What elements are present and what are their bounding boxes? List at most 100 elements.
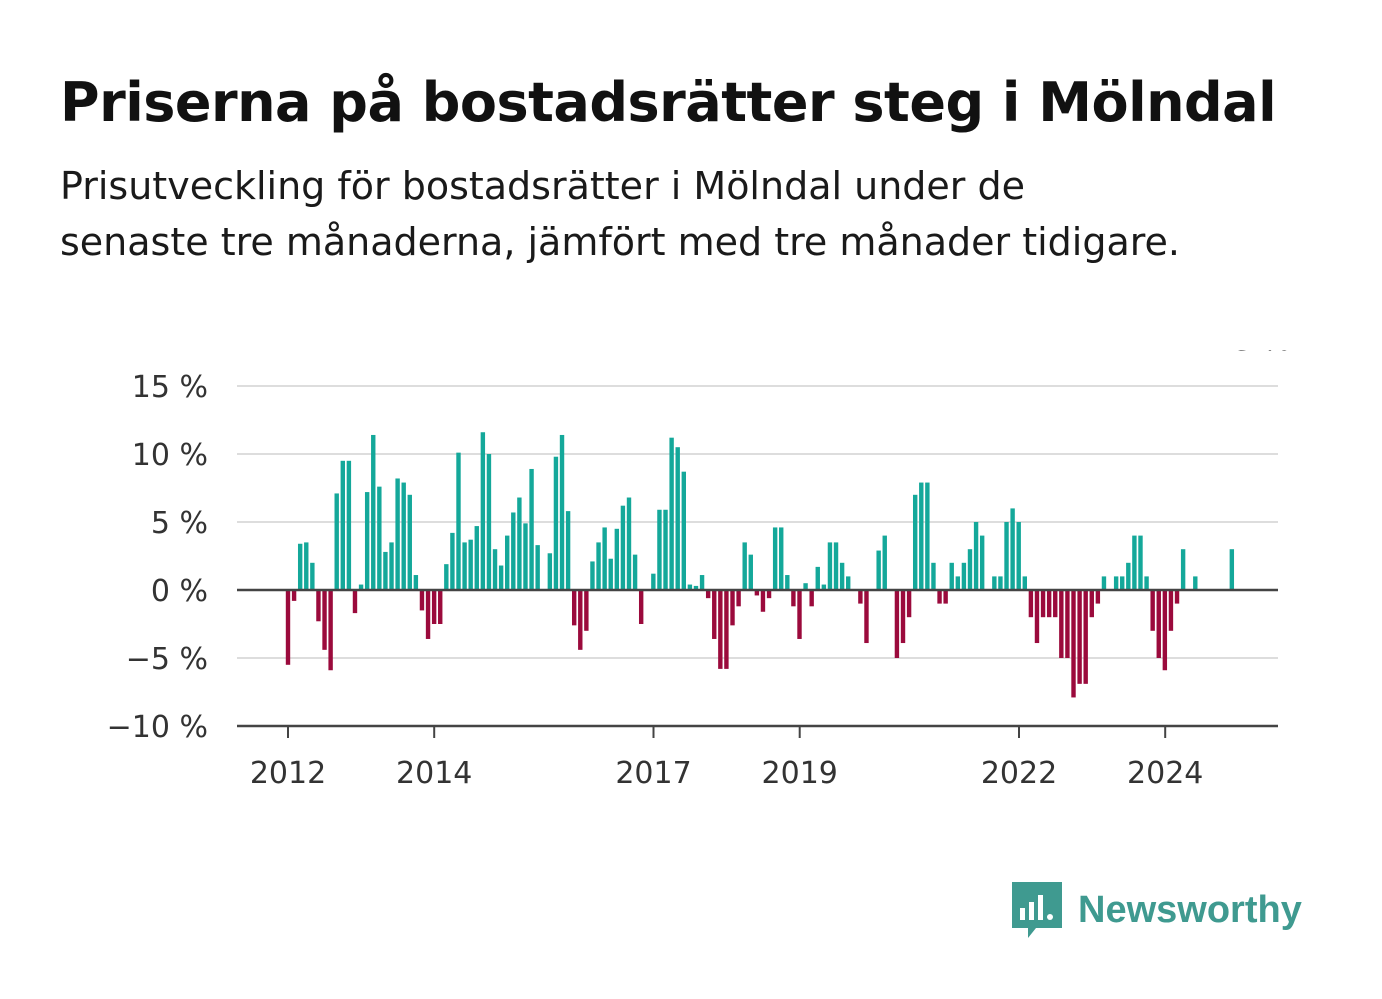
bar [1168,590,1174,631]
bar [638,590,644,624]
bar [291,590,297,601]
bar [864,590,869,644]
bar [1144,576,1149,590]
y-tick-label: 5 % [151,506,208,541]
bar [438,590,443,624]
bar [1132,535,1137,590]
bar [1022,576,1027,590]
bar [559,434,565,590]
bar [657,509,662,590]
bar [492,549,498,590]
bar [760,590,766,612]
bar [535,545,540,590]
bar [297,543,303,590]
bar [322,590,327,650]
bar [925,482,930,590]
bar [578,590,583,650]
bar [724,590,729,669]
y-tick-label: 10 % [132,438,208,473]
bar [931,562,936,590]
bar [1065,590,1070,658]
bar [505,535,510,590]
bar [480,432,486,590]
bar [596,542,601,590]
x-tick-label: 2022 [981,756,1057,791]
bar [1138,535,1143,590]
bar [285,590,291,665]
bar [1113,576,1119,590]
y-tick-label: 0 % [151,574,208,609]
chart-subtitle: Prisutveckling för bostadsrätter i Mölnd… [60,164,1180,264]
bar [395,478,400,590]
bar [943,590,948,604]
bar [383,551,388,590]
bar [858,590,863,604]
bar [876,550,881,590]
bar [590,561,595,590]
bar [906,590,912,618]
bar [626,497,632,590]
bar [602,527,607,590]
bar [358,584,364,590]
bar-chart: 15 % 10 % 5 % 0 % −5 % −10 % 2012 2014 2017 2019 2… [107,350,1291,791]
bar [1059,590,1064,658]
bar [1150,590,1155,631]
bar [785,575,790,590]
bar [486,454,492,590]
bar [1193,576,1198,590]
bar [833,542,839,590]
bar [815,566,820,590]
bar [791,590,796,607]
bar [614,528,620,590]
bar [620,505,626,590]
bar [839,562,845,590]
bar [900,590,906,644]
bar [547,553,553,590]
bar [340,460,345,590]
bar [316,590,321,622]
bar [1120,576,1125,590]
bar [821,584,827,590]
bar [669,437,674,590]
bar [699,575,705,590]
bar [742,542,747,590]
bar [912,494,918,590]
bar [529,468,534,590]
brand-name: Newsworthy [1078,888,1302,931]
bar [1162,590,1168,671]
bar [632,554,638,590]
bar [407,494,412,590]
bar [328,590,333,671]
bar [608,558,613,590]
bar [584,590,589,631]
bar [468,539,473,590]
bar [310,562,315,590]
x-tick-label: 2017 [615,756,691,791]
bar [1180,549,1186,590]
bar [1004,522,1009,590]
bar [1101,576,1107,590]
y-tick-label: 15 % [132,370,208,405]
bar [1010,508,1015,590]
bar [809,590,814,607]
bar [1156,590,1161,658]
bar [565,511,571,590]
bar [894,590,900,658]
bar [919,482,924,590]
bar [498,565,504,590]
bar [377,486,382,590]
bar [937,590,942,604]
bar [456,452,461,590]
bar [1034,590,1040,644]
bar [705,590,711,599]
bar [1077,590,1082,684]
bar [846,576,851,590]
x-tick-label: 2024 [1127,756,1203,791]
bar [304,542,309,590]
bar [389,542,394,590]
bar [687,584,693,590]
bar [1053,590,1058,618]
bar [419,590,425,611]
bar [1095,590,1101,604]
bar [998,576,1003,590]
